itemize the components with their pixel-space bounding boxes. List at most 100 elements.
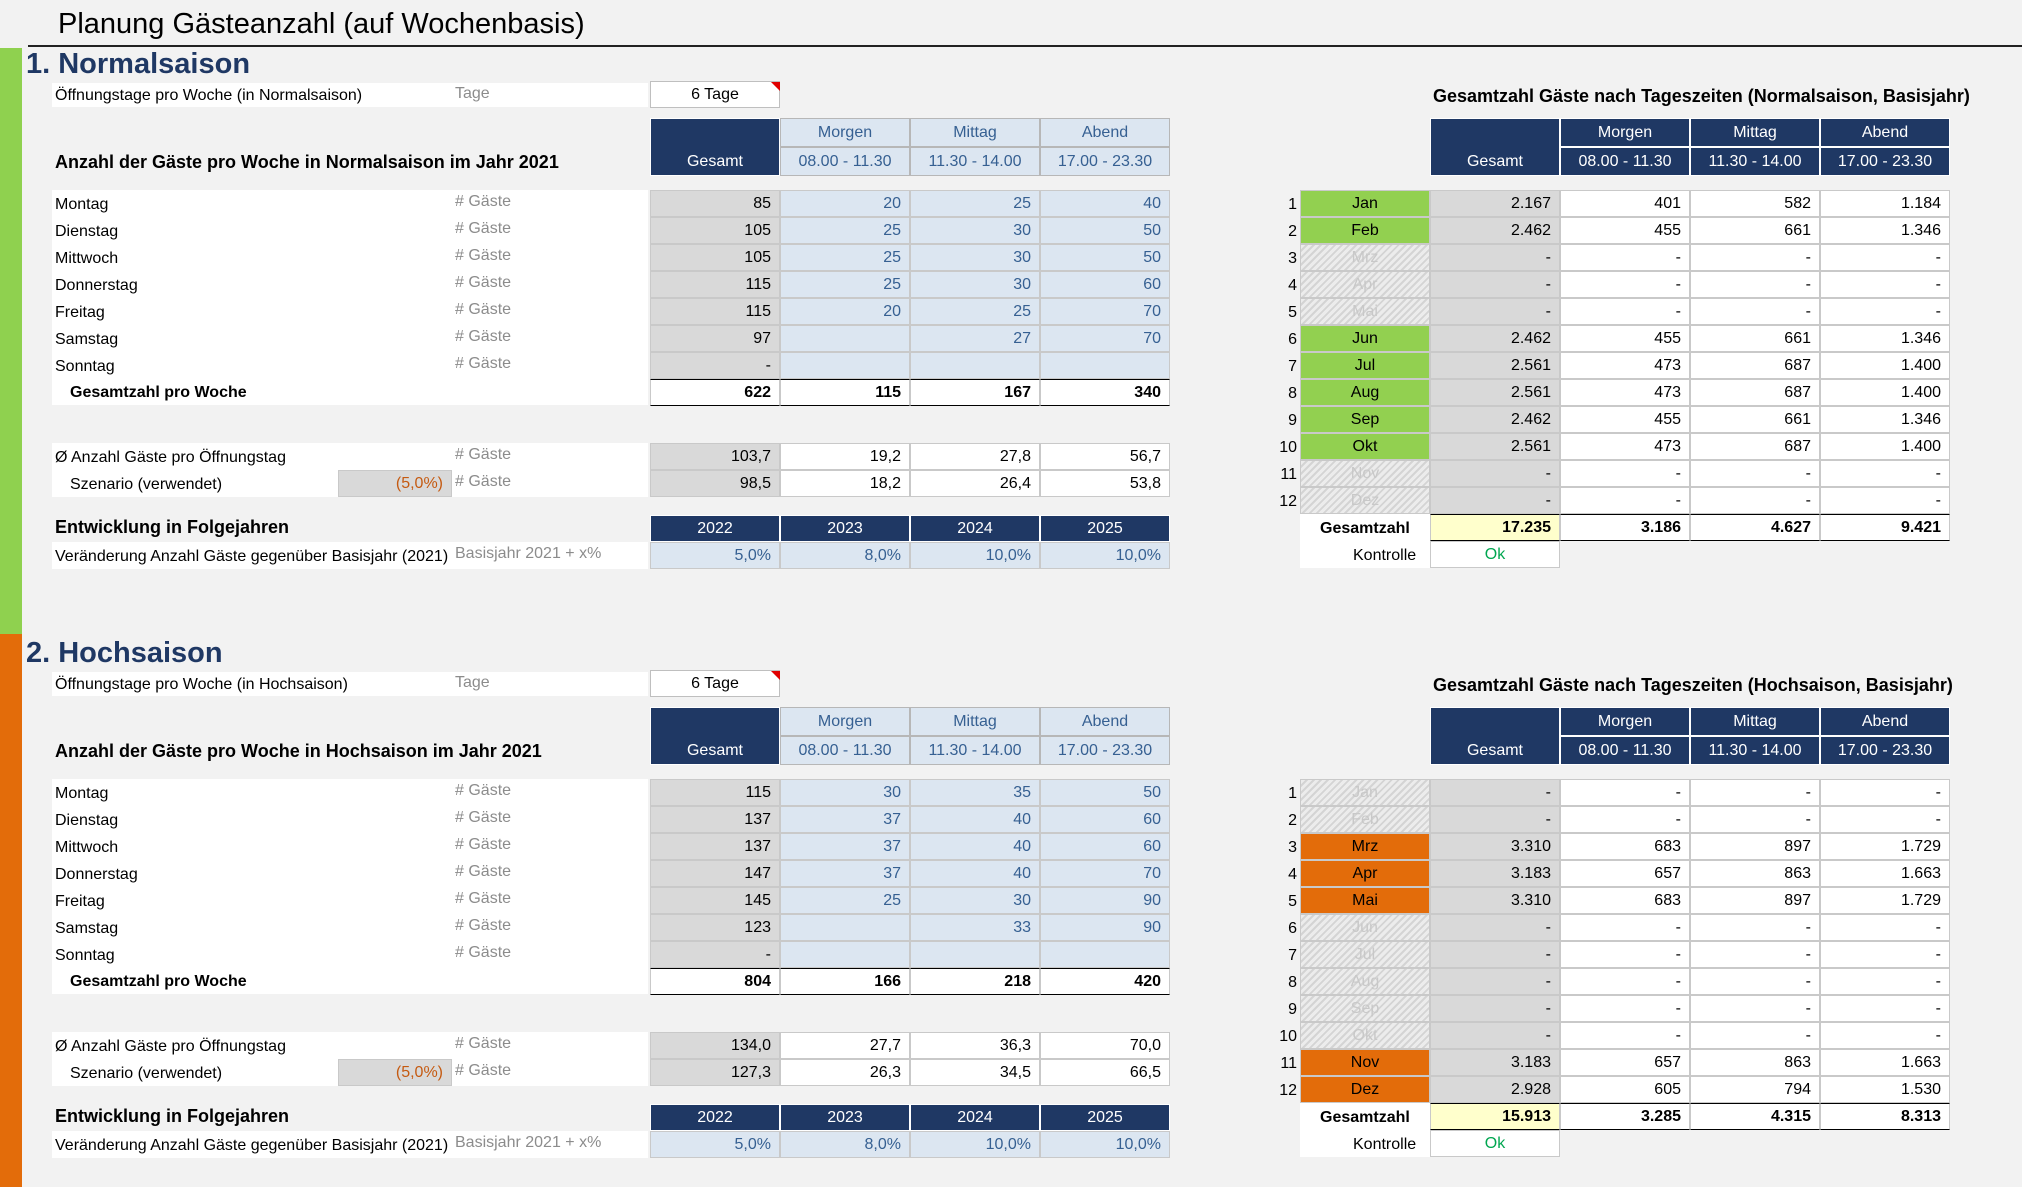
hoch-day-noon-cell[interactable]: [910, 941, 1040, 968]
hoch-day-evening-cell[interactable]: 50: [1040, 779, 1170, 806]
normal-day-evening-cell[interactable]: 50: [1040, 244, 1170, 271]
hoch-day-morning-cell[interactable]: 30: [780, 779, 910, 806]
normal-month-total-cell: 2.561: [1430, 433, 1560, 460]
normal-day-noon-cell[interactable]: [910, 352, 1040, 379]
hoch-dev-value[interactable]: 5,0%: [650, 1131, 780, 1158]
normal-month-evening-cell: 1.346: [1820, 217, 1950, 244]
hoch-month-noon-cell: 863: [1690, 860, 1820, 887]
hoch-day-noon-cell[interactable]: 40: [910, 806, 1040, 833]
normal-day-evening-cell[interactable]: [1040, 352, 1170, 379]
hoch-month-morning-cell: 657: [1560, 1049, 1690, 1076]
hoch-scenario-pct[interactable]: (5,0%): [338, 1059, 452, 1086]
hoch-day-noon-cell[interactable]: 30: [910, 887, 1040, 914]
hoch-day-label: Samstag: [55, 920, 119, 937]
hoch-dev-year: 2024: [910, 1104, 1040, 1131]
normal-day-noon-cell[interactable]: 30: [910, 244, 1040, 271]
normal-month-number: 9: [1288, 412, 1297, 429]
normal-day-noon-cell[interactable]: 30: [910, 271, 1040, 298]
normal-day-noon-cell[interactable]: 30: [910, 217, 1040, 244]
hoch-right-header-noon-time: 11.30 - 14.00: [1690, 736, 1820, 765]
normal-day-noon-cell[interactable]: 25: [910, 298, 1040, 325]
normal-day-evening-cell[interactable]: 70: [1040, 325, 1170, 352]
hoch-day-total-cell: 123: [650, 914, 780, 941]
hoch-day-noon-cell[interactable]: 35: [910, 779, 1040, 806]
normal-section-title: 1. Normalsaison: [26, 48, 251, 80]
hoch-open-days-input[interactable]: 6 Tage: [650, 670, 780, 697]
normal-month-total-cell: -: [1430, 298, 1560, 325]
hoch-day-noon-cell[interactable]: 40: [910, 860, 1040, 887]
hoch-day-noon-cell[interactable]: 33: [910, 914, 1040, 941]
normal-day-evening-cell[interactable]: 50: [1040, 217, 1170, 244]
normal-scenario-total: 98,5: [650, 470, 780, 497]
normal-day-morning-cell[interactable]: [780, 325, 910, 352]
normal-day-total-cell: 115: [650, 271, 780, 298]
hoch-day-morning-cell[interactable]: [780, 914, 910, 941]
normal-day-unit: # Gäste: [455, 247, 512, 264]
hoch-day-evening-cell[interactable]: 60: [1040, 806, 1170, 833]
normal-day-morning-cell[interactable]: 25: [780, 244, 910, 271]
normal-month-number: 4: [1288, 277, 1297, 294]
normal-dev-value[interactable]: 5,0%: [650, 542, 780, 569]
hoch-dev-value[interactable]: 10,0%: [910, 1131, 1040, 1158]
hoch-check-label-bg: [1300, 1130, 1430, 1157]
normal-day-evening-cell[interactable]: 70: [1040, 298, 1170, 325]
normal-month-evening-cell: -: [1820, 298, 1950, 325]
normal-day-evening-cell[interactable]: 40: [1040, 190, 1170, 217]
normal-month-nov: Nov: [1300, 460, 1430, 487]
normal-right-header-total: Gesamt: [1430, 118, 1560, 176]
normal-dev-value[interactable]: 10,0%: [1040, 542, 1170, 569]
normal-dev-year: 2024: [910, 515, 1040, 542]
hoch-day-noon-cell[interactable]: 40: [910, 833, 1040, 860]
normal-day-label: Dienstag: [55, 223, 119, 240]
hoch-month-evening-cell: 1.663: [1820, 860, 1950, 887]
hoch-dev-unit: Basisjahr 2021 + x%: [455, 1134, 602, 1151]
hoch-right-header-evening: Abend: [1820, 707, 1950, 736]
hoch-day-morning-cell[interactable]: [780, 941, 910, 968]
hoch-month-noon-cell: -: [1690, 995, 1820, 1022]
normal-week-total-label: Gesamtzahl pro Woche: [70, 384, 247, 401]
hoch-section-title: 2. Hochsaison: [26, 637, 223, 669]
normal-day-noon-cell[interactable]: 27: [910, 325, 1040, 352]
normal-dev-value[interactable]: 8,0%: [780, 542, 910, 569]
normal-month-evening-cell: 1.184: [1820, 190, 1950, 217]
hoch-month-total-cell: 3.310: [1430, 833, 1560, 860]
hoch-day-label: Donnerstag: [55, 866, 138, 883]
normal-day-morning-cell[interactable]: [780, 352, 910, 379]
normal-comment-indicator: [771, 82, 780, 91]
hoch-day-morning-cell[interactable]: 37: [780, 833, 910, 860]
hoch-open-days-label: Öffnungstage pro Woche (in Hochsaison): [55, 676, 348, 693]
normalsaison-color-bar: [0, 48, 22, 634]
hoch-day-morning-cell[interactable]: 25: [780, 887, 910, 914]
normal-day-morning-cell[interactable]: 20: [780, 298, 910, 325]
normal-day-morning-cell[interactable]: 25: [780, 271, 910, 298]
hoch-day-evening-cell[interactable]: 70: [1040, 860, 1170, 887]
hoch-day-morning-cell[interactable]: 37: [780, 860, 910, 887]
hoch-month-morning-cell: -: [1560, 779, 1690, 806]
normal-month-morning-cell: -: [1560, 298, 1690, 325]
normal-day-evening-cell[interactable]: 60: [1040, 271, 1170, 298]
normal-open-days-input[interactable]: 6 Tage: [650, 81, 780, 108]
hoch-day-evening-cell[interactable]: 90: [1040, 914, 1170, 941]
normal-scenario-morning: 18,2: [780, 470, 910, 497]
normal-day-total-cell: 105: [650, 217, 780, 244]
hoch-month-number: 12: [1279, 1082, 1297, 1099]
normal-month-total-cell: 2.561: [1430, 352, 1560, 379]
normal-right-header-noon: Mittag: [1690, 118, 1820, 147]
normal-day-morning-cell[interactable]: 25: [780, 217, 910, 244]
normal-dev-value[interactable]: 10,0%: [910, 542, 1040, 569]
normal-day-noon-cell[interactable]: 25: [910, 190, 1040, 217]
hoch-open-days-row-bg: [52, 672, 648, 696]
normal-scenario-pct[interactable]: (5,0%): [338, 470, 452, 497]
normal-header-noon: Mittag: [910, 118, 1040, 147]
hoch-dev-value[interactable]: 10,0%: [1040, 1131, 1170, 1158]
hoch-dev-value[interactable]: 8,0%: [780, 1131, 910, 1158]
hoch-day-evening-cell[interactable]: 90: [1040, 887, 1170, 914]
hoch-day-morning-cell[interactable]: 37: [780, 806, 910, 833]
hoch-month-number: 9: [1288, 1001, 1297, 1018]
hoch-month-total-cell: -: [1430, 995, 1560, 1022]
hoch-day-evening-cell[interactable]: 60: [1040, 833, 1170, 860]
normal-month-number: 7: [1288, 358, 1297, 375]
hoch-day-evening-cell[interactable]: [1040, 941, 1170, 968]
hoch-month-evening-cell: -: [1820, 941, 1950, 968]
normal-day-morning-cell[interactable]: 20: [780, 190, 910, 217]
